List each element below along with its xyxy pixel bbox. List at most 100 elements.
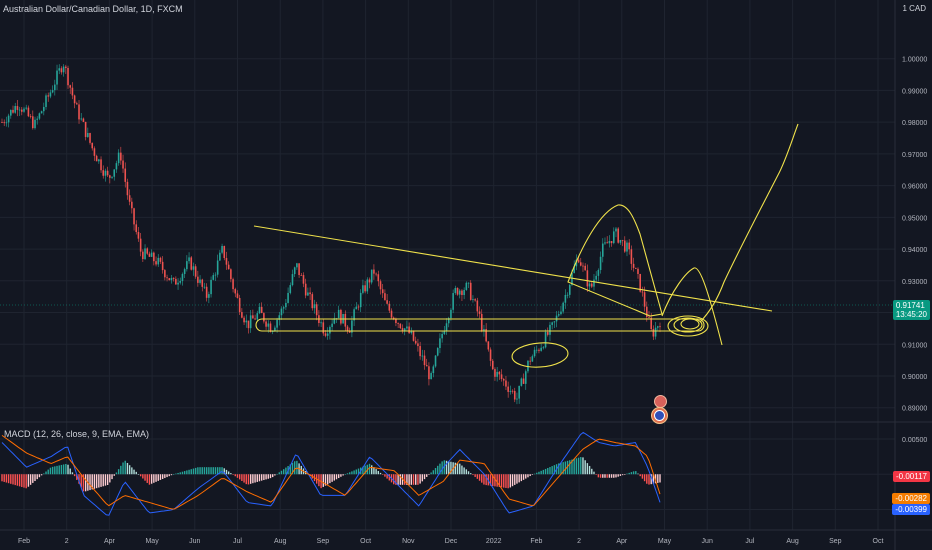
signal-value-tag: -0.00282 bbox=[892, 493, 930, 504]
candle-body bbox=[131, 201, 133, 209]
candle-body bbox=[524, 371, 527, 384]
target-circle-inner[interactable] bbox=[680, 318, 700, 330]
histogram-bar bbox=[382, 474, 384, 475]
macd-tick-label: 0.00500 bbox=[902, 437, 927, 444]
february-low-circle[interactable] bbox=[511, 341, 569, 369]
histogram-bar bbox=[445, 460, 448, 475]
histogram-bar bbox=[529, 474, 531, 477]
candle-body bbox=[16, 106, 19, 110]
candle-body bbox=[324, 333, 327, 336]
macd-title[interactable]: MACD (12, 26, close, 9, EMA, EMA) bbox=[4, 429, 150, 439]
histogram-bar bbox=[60, 464, 63, 475]
histogram-bar bbox=[137, 474, 140, 475]
candle-body bbox=[595, 275, 597, 280]
candle-body bbox=[179, 280, 182, 283]
candle-body bbox=[146, 248, 149, 254]
histogram-bar bbox=[219, 467, 221, 475]
histogram-bar bbox=[238, 474, 241, 480]
candle-body bbox=[93, 148, 96, 156]
time-tick-label: Feb bbox=[18, 538, 30, 545]
histogram-bar bbox=[505, 474, 507, 488]
candle-body bbox=[652, 329, 655, 337]
histogram-bar bbox=[417, 474, 419, 485]
histogram-bar bbox=[507, 474, 509, 489]
candle-body bbox=[291, 274, 294, 286]
scale-currency-label[interactable]: 1 CAD bbox=[902, 4, 926, 13]
time-scale-labels: Feb 2 Apr May Jun Jul Aug Sep Oct Nov Dec 2022 Feb 2 A… bbox=[18, 538, 884, 545]
triangle-sketch[interactable] bbox=[567, 204, 663, 317]
candle-body bbox=[232, 279, 234, 290]
histogram-bar bbox=[170, 474, 173, 476]
histogram-bar bbox=[333, 474, 336, 481]
projection-up-arrow[interactable] bbox=[699, 123, 799, 323]
candle-body bbox=[186, 261, 188, 270]
time-tick-label: 2 bbox=[65, 538, 69, 545]
event-marker-flag-icon[interactable] bbox=[654, 410, 665, 421]
histogram-bar bbox=[379, 472, 382, 475]
candle-body bbox=[439, 338, 441, 349]
histogram-bar bbox=[606, 474, 608, 478]
candle-body bbox=[3, 122, 6, 124]
histogram-bar bbox=[225, 469, 228, 475]
histogram-bar bbox=[12, 474, 14, 485]
candle-body bbox=[441, 333, 443, 339]
candle-body bbox=[181, 273, 184, 281]
candle-body bbox=[384, 293, 386, 301]
histogram-bar bbox=[47, 469, 49, 475]
candle-body bbox=[221, 245, 223, 253]
candle-body bbox=[608, 241, 611, 244]
time-tick-label: 2022 bbox=[486, 538, 502, 545]
macd-histogram-value-tag: -0.00117 bbox=[893, 471, 930, 482]
candle-body bbox=[406, 326, 408, 329]
candle-body bbox=[102, 170, 105, 176]
histogram-bar bbox=[617, 474, 619, 477]
candle-body bbox=[502, 379, 505, 381]
candle-body bbox=[82, 118, 85, 122]
candle-body bbox=[322, 322, 325, 334]
candle-body bbox=[161, 261, 164, 271]
candle-body bbox=[309, 292, 311, 295]
time-tick-label: Dec bbox=[445, 538, 458, 545]
candle-body bbox=[236, 293, 239, 298]
histogram-bar bbox=[197, 467, 199, 475]
candle-body bbox=[122, 160, 124, 169]
histogram-bar bbox=[199, 467, 201, 475]
target-circle-mid[interactable] bbox=[673, 317, 703, 333]
symbol-title[interactable]: Australian Dollar/Canadian Dollar, 1D, F… bbox=[3, 4, 183, 14]
histogram-bar bbox=[276, 473, 278, 475]
histogram-bar bbox=[443, 460, 446, 475]
candle-body bbox=[5, 122, 8, 124]
candle-body bbox=[71, 87, 74, 96]
support-zone-ellipse[interactable] bbox=[255, 318, 705, 332]
candle-body bbox=[513, 390, 516, 400]
candle-body bbox=[76, 103, 78, 105]
histogram-bar bbox=[518, 474, 520, 483]
histogram-bar bbox=[599, 474, 602, 478]
drawings[interactable] bbox=[253, 123, 799, 369]
candle-body bbox=[586, 270, 589, 287]
histogram-bar bbox=[234, 474, 236, 477]
histogram-bar bbox=[179, 472, 181, 475]
candle-body bbox=[430, 373, 432, 380]
projection-scribble[interactable] bbox=[661, 267, 723, 346]
candle-body bbox=[377, 274, 380, 282]
candle-body bbox=[417, 343, 419, 347]
candle-body bbox=[287, 292, 289, 303]
candle-body bbox=[630, 249, 633, 264]
descending-trendline[interactable] bbox=[253, 225, 773, 312]
histogram-bar bbox=[496, 474, 498, 487]
candle-body bbox=[58, 68, 61, 71]
histogram-bar bbox=[82, 474, 85, 492]
time-tick-label: Aug bbox=[274, 538, 287, 545]
histogram-bar bbox=[322, 474, 324, 487]
candle-body bbox=[249, 315, 252, 329]
histogram-bar bbox=[280, 470, 283, 475]
target-circle-outer[interactable] bbox=[667, 315, 709, 337]
event-marker-avatar[interactable] bbox=[654, 395, 667, 408]
candle-body bbox=[170, 277, 173, 281]
candle-body bbox=[522, 378, 525, 384]
histogram-bar bbox=[494, 474, 496, 487]
histogram-bar bbox=[5, 474, 8, 483]
price-tick-label: 0.95000 bbox=[902, 215, 927, 222]
